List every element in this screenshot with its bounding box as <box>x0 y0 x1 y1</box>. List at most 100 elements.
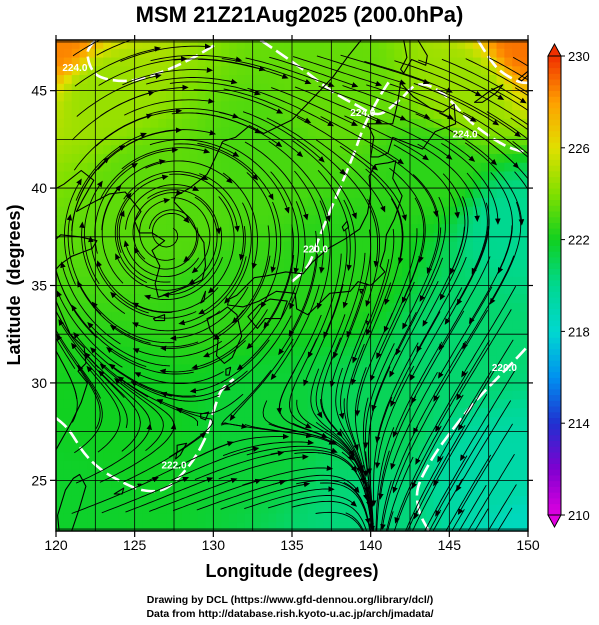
heatmap-cell <box>79 118 89 129</box>
heatmap-cell <box>417 443 427 453</box>
heatmap-cell <box>71 469 81 479</box>
heatmap-cell <box>307 145 317 155</box>
heatmap-cell <box>166 259 175 269</box>
heatmap-cell <box>496 215 505 225</box>
heatmap-cell <box>134 92 144 102</box>
heatmap-cell <box>504 443 513 453</box>
heatmap-cell <box>347 417 356 427</box>
heatmap-cell <box>347 75 356 85</box>
heatmap-cell <box>63 320 73 330</box>
heatmap-cell <box>480 162 490 173</box>
heatmap-cell <box>221 460 230 471</box>
heatmap-cell <box>370 215 380 225</box>
heatmap-cell <box>347 408 356 418</box>
heatmap-cell <box>213 206 222 216</box>
heatmap-cell <box>512 522 521 531</box>
heatmap-cell <box>339 66 348 76</box>
coastline-ishigaki <box>113 487 125 495</box>
streamline <box>385 456 414 531</box>
heatmap-cell <box>142 513 151 523</box>
heatmap-cell <box>197 66 207 76</box>
heatmap-cell <box>488 495 498 506</box>
colorbar-segment <box>548 308 561 315</box>
heatmap-cell <box>417 434 427 444</box>
heatmap-cell <box>71 373 81 383</box>
heatmap-cell <box>63 495 73 506</box>
heatmap-cell <box>323 75 332 85</box>
heatmap-cell <box>441 495 450 506</box>
heatmap-cell <box>56 197 65 208</box>
streamline <box>341 169 380 268</box>
heatmap-cell <box>134 118 144 129</box>
heatmap-cell <box>213 267 222 278</box>
heatmap-cell <box>347 180 356 190</box>
heatmap-cell <box>472 48 482 59</box>
colorbar-segment <box>548 509 561 516</box>
heatmap-cell <box>449 355 458 366</box>
heatmap-cell <box>472 118 482 129</box>
heatmap-cell <box>520 320 528 330</box>
heatmap-cell <box>323 57 332 67</box>
heatmap-cell <box>166 513 175 523</box>
heatmap-cell <box>417 153 427 164</box>
heatmap-cell <box>378 48 387 59</box>
heatmap-cell <box>244 504 254 515</box>
heatmap-cell <box>520 92 528 102</box>
heatmap-cell <box>362 92 372 102</box>
heatmap-cell <box>323 487 332 497</box>
heatmap-cell <box>386 92 395 102</box>
heatmap-cell <box>103 285 112 295</box>
heatmap-cell <box>441 373 450 383</box>
heatmap-cell <box>166 469 175 479</box>
heatmap-cell <box>520 40 528 50</box>
heatmap-cell <box>229 399 238 409</box>
streamline <box>389 167 426 263</box>
heatmap-cell <box>213 250 222 260</box>
heatmap-cell <box>339 417 348 427</box>
heatmap-cell <box>488 408 498 418</box>
heatmap-cell <box>213 495 222 506</box>
heatmap-cell <box>449 83 458 94</box>
heatmap-cell <box>323 364 332 374</box>
streamline <box>221 58 312 85</box>
streamline <box>270 284 320 381</box>
heatmap-cell <box>276 513 285 523</box>
heatmap-cell <box>410 346 419 357</box>
heatmap-cell <box>150 224 159 234</box>
heatmap-cell <box>512 241 521 252</box>
x-axis-ticks: 120 125 130 135 140 145 150 <box>44 35 540 553</box>
heatmap-cell <box>95 522 104 531</box>
heatmap-cell <box>63 303 73 313</box>
streamline <box>120 43 212 62</box>
heatmap-cell <box>307 390 317 401</box>
streamline <box>307 253 342 359</box>
heatmap-cell <box>229 162 238 173</box>
heatmap-cell <box>189 92 199 102</box>
streamline <box>91 301 175 344</box>
heatmap-cell <box>433 513 443 523</box>
heatmap-cell <box>433 487 443 497</box>
heatmap-cell <box>465 197 474 208</box>
heatmap-cell <box>276 355 285 366</box>
coastline-japan-hokkaido <box>366 82 457 158</box>
heatmap-cell <box>465 487 474 497</box>
heatmap-cell <box>441 57 450 67</box>
heatmap-cell <box>197 224 207 234</box>
heatmap-cell <box>174 75 183 85</box>
heatmap-cell <box>189 118 199 129</box>
heatmap-cell <box>276 101 285 111</box>
heatmap-cell <box>71 460 81 471</box>
streamline <box>191 309 268 370</box>
streamline <box>383 228 418 333</box>
heatmap-cell <box>354 408 364 418</box>
heatmap-cell <box>299 40 309 50</box>
heatmap-cell <box>284 452 293 462</box>
heatmap-cell <box>252 110 262 120</box>
heatmap-cell <box>174 522 183 531</box>
heatmap-cell <box>111 101 120 111</box>
heatmap-cell <box>111 66 120 76</box>
heatmap-cell <box>158 522 167 531</box>
heatmap-cell <box>472 92 482 102</box>
heatmap-cell <box>370 48 380 59</box>
streamline <box>384 198 403 306</box>
